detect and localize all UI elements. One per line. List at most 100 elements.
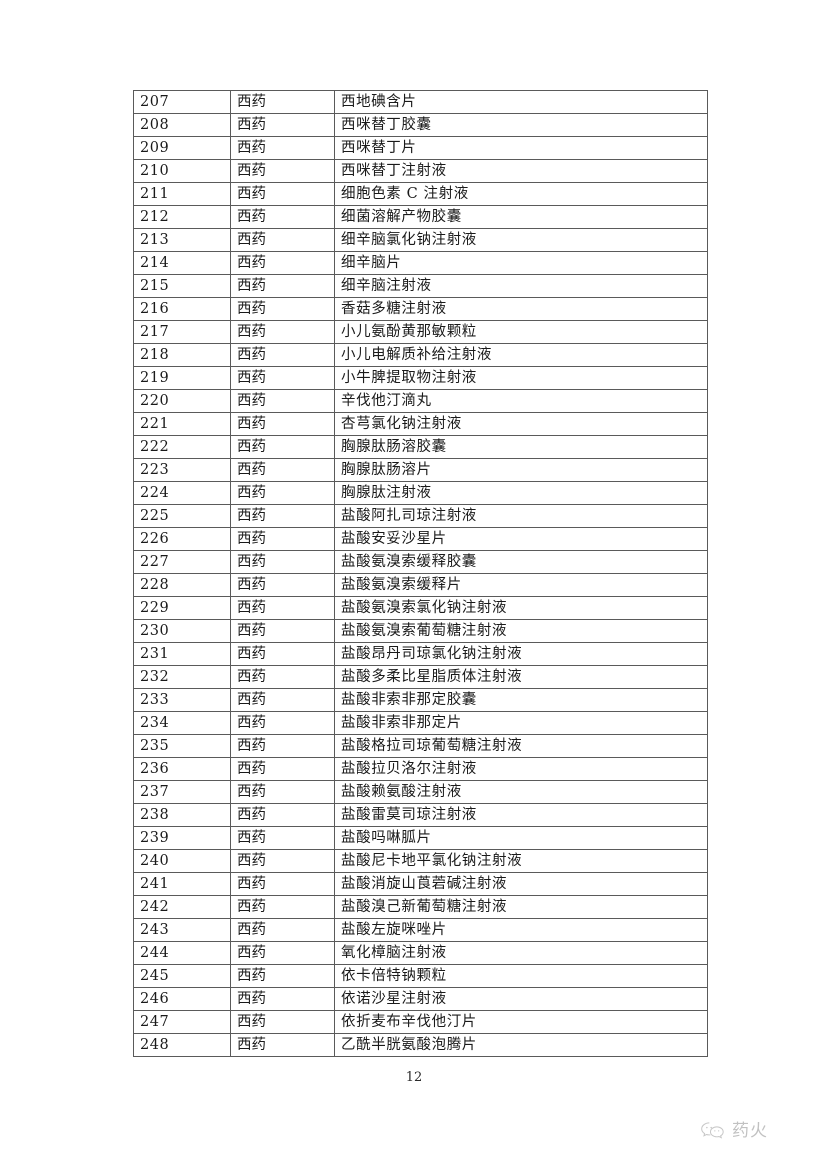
cell-index: 219 bbox=[133, 366, 231, 390]
cell-category: 西药 bbox=[230, 964, 335, 988]
cell-drug-name: 小儿电解质补给注射液 bbox=[334, 343, 708, 367]
cell-category: 西药 bbox=[230, 366, 335, 390]
cell-drug-name: 盐酸氨溴索缓释片 bbox=[334, 573, 708, 597]
drug-table: 207 西药 西地碘含片 208 西药 西咪替丁胶囊 209 西药 西咪替丁片 210 西药 西咪替丁… bbox=[133, 90, 708, 1057]
cell-drug-name: 氧化樟脑注射液 bbox=[334, 941, 708, 965]
cell-drug-name: 小牛脾提取物注射液 bbox=[334, 366, 708, 390]
cell-index: 212 bbox=[133, 205, 231, 229]
cell-category: 西药 bbox=[230, 573, 335, 597]
cell-category: 西药 bbox=[230, 320, 335, 344]
cell-category: 西药 bbox=[230, 918, 335, 942]
cell-drug-name: 胸腺肽肠溶片 bbox=[334, 458, 708, 482]
cell-drug-name: 胸腺肽注射液 bbox=[334, 481, 708, 505]
cell-drug-name: 杏芎氯化钠注射液 bbox=[334, 412, 708, 436]
cell-index: 218 bbox=[133, 343, 231, 367]
table-row: 207 西药 西地碘含片 bbox=[133, 90, 708, 114]
cell-drug-name: 胸腺肽肠溶胶囊 bbox=[334, 435, 708, 459]
table-row: 245 西药 依卡倍特钠颗粒 bbox=[133, 964, 708, 988]
cell-index: 216 bbox=[133, 297, 231, 321]
table-row: 248 西药 乙酰半胱氨酸泡腾片 bbox=[133, 1033, 708, 1057]
cell-category: 西药 bbox=[230, 481, 335, 505]
table-row: 212 西药 细菌溶解产物胶囊 bbox=[133, 205, 708, 229]
cell-drug-name: 盐酸昂丹司琼氯化钠注射液 bbox=[334, 642, 708, 666]
cell-drug-name: 依卡倍特钠颗粒 bbox=[334, 964, 708, 988]
cell-index: 247 bbox=[133, 1010, 231, 1034]
table-row: 242 西药 盐酸溴己新葡萄糖注射液 bbox=[133, 895, 708, 919]
cell-drug-name: 细胞色素 C 注射液 bbox=[334, 182, 708, 206]
wechat-icon bbox=[700, 1120, 726, 1142]
cell-index: 213 bbox=[133, 228, 231, 252]
watermark-text: 药火 bbox=[732, 1120, 768, 1141]
cell-index: 208 bbox=[133, 113, 231, 137]
table-row: 237 西药 盐酸赖氨酸注射液 bbox=[133, 780, 708, 804]
cell-category: 西药 bbox=[230, 734, 335, 758]
table-row: 230 西药 盐酸氨溴索葡萄糖注射液 bbox=[133, 619, 708, 643]
table-row: 234 西药 盐酸非索非那定片 bbox=[133, 711, 708, 735]
cell-index: 217 bbox=[133, 320, 231, 344]
cell-drug-name: 盐酸消旋山莨菪碱注射液 bbox=[334, 872, 708, 896]
table-row: 209 西药 西咪替丁片 bbox=[133, 136, 708, 160]
table-row: 231 西药 盐酸昂丹司琼氯化钠注射液 bbox=[133, 642, 708, 666]
cell-category: 西药 bbox=[230, 159, 335, 183]
table-row: 222 西药 胸腺肽肠溶胶囊 bbox=[133, 435, 708, 459]
cell-category: 西药 bbox=[230, 389, 335, 413]
table-row: 221 西药 杏芎氯化钠注射液 bbox=[133, 412, 708, 436]
cell-category: 西药 bbox=[230, 987, 335, 1011]
cell-index: 223 bbox=[133, 458, 231, 482]
cell-drug-name: 盐酸拉贝洛尔注射液 bbox=[334, 757, 708, 781]
table-row: 217 西药 小儿氨酚黄那敏颗粒 bbox=[133, 320, 708, 344]
cell-index: 242 bbox=[133, 895, 231, 919]
cell-category: 西药 bbox=[230, 619, 335, 643]
cell-category: 西药 bbox=[230, 274, 335, 298]
cell-index: 243 bbox=[133, 918, 231, 942]
cell-category: 西药 bbox=[230, 435, 335, 459]
cell-drug-name: 盐酸非索非那定片 bbox=[334, 711, 708, 735]
table-row: 224 西药 胸腺肽注射液 bbox=[133, 481, 708, 505]
table-row: 241 西药 盐酸消旋山莨菪碱注射液 bbox=[133, 872, 708, 896]
cell-category: 西药 bbox=[230, 182, 335, 206]
cell-category: 西药 bbox=[230, 596, 335, 620]
cell-index: 232 bbox=[133, 665, 231, 689]
cell-index: 224 bbox=[133, 481, 231, 505]
table-row: 208 西药 西咪替丁胶囊 bbox=[133, 113, 708, 137]
cell-drug-name: 盐酸左旋咪唑片 bbox=[334, 918, 708, 942]
table-row: 218 西药 小儿电解质补给注射液 bbox=[133, 343, 708, 367]
cell-index: 207 bbox=[133, 90, 231, 114]
cell-category: 西药 bbox=[230, 757, 335, 781]
table-row: 223 西药 胸腺肽肠溶片 bbox=[133, 458, 708, 482]
table-row: 225 西药 盐酸阿扎司琼注射液 bbox=[133, 504, 708, 528]
watermark: 药火 bbox=[700, 1120, 768, 1142]
table-row: 228 西药 盐酸氨溴索缓释片 bbox=[133, 573, 708, 597]
cell-drug-name: 盐酸阿扎司琼注射液 bbox=[334, 504, 708, 528]
cell-index: 231 bbox=[133, 642, 231, 666]
page-number: 12 bbox=[405, 1070, 423, 1085]
cell-index: 235 bbox=[133, 734, 231, 758]
cell-index: 236 bbox=[133, 757, 231, 781]
cell-index: 225 bbox=[133, 504, 231, 528]
cell-drug-name: 细菌溶解产物胶囊 bbox=[334, 205, 708, 229]
cell-index: 246 bbox=[133, 987, 231, 1011]
cell-category: 西药 bbox=[230, 665, 335, 689]
cell-drug-name: 盐酸格拉司琼葡萄糖注射液 bbox=[334, 734, 708, 758]
cell-category: 西药 bbox=[230, 113, 335, 137]
table-row: 213 西药 细辛脑氯化钠注射液 bbox=[133, 228, 708, 252]
cell-index: 244 bbox=[133, 941, 231, 965]
cell-drug-name: 小儿氨酚黄那敏颗粒 bbox=[334, 320, 708, 344]
table-row: 226 西药 盐酸安妥沙星片 bbox=[133, 527, 708, 551]
cell-category: 西药 bbox=[230, 895, 335, 919]
cell-drug-name: 盐酸赖氨酸注射液 bbox=[334, 780, 708, 804]
table-row: 243 西药 盐酸左旋咪唑片 bbox=[133, 918, 708, 942]
cell-index: 230 bbox=[133, 619, 231, 643]
cell-index: 237 bbox=[133, 780, 231, 804]
cell-category: 西药 bbox=[230, 780, 335, 804]
cell-category: 西药 bbox=[230, 550, 335, 574]
table-row: 239 西药 盐酸吗啉胍片 bbox=[133, 826, 708, 850]
cell-drug-name: 盐酸尼卡地平氯化钠注射液 bbox=[334, 849, 708, 873]
cell-category: 西药 bbox=[230, 205, 335, 229]
cell-index: 222 bbox=[133, 435, 231, 459]
cell-drug-name: 依诺沙星注射液 bbox=[334, 987, 708, 1011]
table-row: 210 西药 西咪替丁注射液 bbox=[133, 159, 708, 183]
cell-drug-name: 盐酸溴己新葡萄糖注射液 bbox=[334, 895, 708, 919]
cell-drug-name: 盐酸吗啉胍片 bbox=[334, 826, 708, 850]
